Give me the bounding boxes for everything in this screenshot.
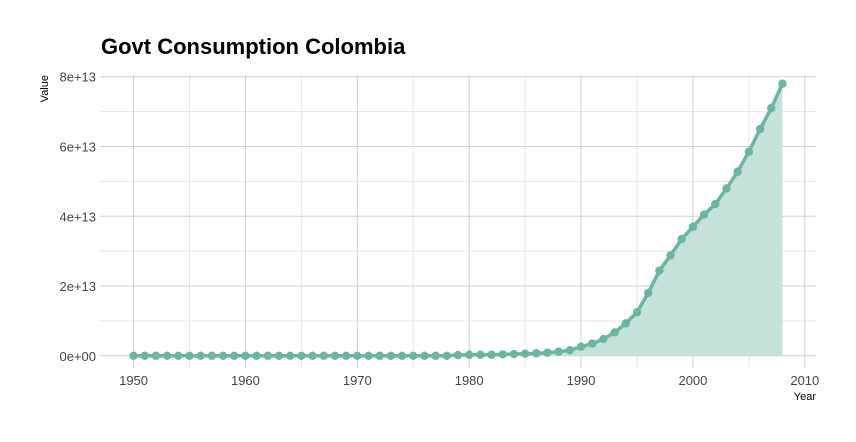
y-tick-label: 0e+00 bbox=[59, 349, 96, 364]
data-point bbox=[207, 351, 217, 360]
data-point bbox=[767, 103, 776, 113]
data-point bbox=[185, 351, 194, 360]
data-point bbox=[722, 184, 731, 193]
data-point bbox=[252, 351, 261, 360]
x-tick-label: 2010 bbox=[790, 373, 819, 388]
data-point bbox=[151, 351, 161, 360]
data-point bbox=[677, 234, 686, 244]
y-axis-ticks: 0e+00 2e+13 4e+13 6e+13 8e+13 bbox=[59, 70, 96, 364]
y-axis-title: Value bbox=[39, 75, 51, 102]
data-point bbox=[330, 351, 340, 360]
data-point bbox=[218, 351, 228, 360]
x-tick-label: 1950 bbox=[119, 373, 148, 388]
data-point bbox=[409, 351, 418, 360]
data-point bbox=[397, 351, 407, 360]
data-point bbox=[476, 350, 485, 359]
x-tick-label: 1990 bbox=[567, 373, 596, 388]
x-tick-label: 2000 bbox=[678, 373, 707, 388]
data-point bbox=[688, 222, 698, 231]
data-point bbox=[621, 319, 631, 328]
data-point bbox=[297, 351, 306, 360]
data-point bbox=[632, 307, 642, 317]
y-tick-label: 8e+13 bbox=[59, 70, 96, 85]
data-point bbox=[778, 79, 787, 88]
x-axis-ticks: 1950 1960 1970 1980 1990 2000 2010 bbox=[119, 373, 819, 388]
data-point bbox=[263, 351, 273, 360]
data-point bbox=[610, 328, 619, 337]
data-point bbox=[565, 346, 575, 355]
data-point bbox=[487, 350, 496, 359]
data-point bbox=[140, 351, 149, 360]
x-tick-label: 1970 bbox=[343, 373, 372, 388]
x-tick-label: 1980 bbox=[455, 373, 484, 388]
data-point bbox=[643, 288, 653, 298]
data-point bbox=[274, 351, 284, 360]
data-point bbox=[241, 351, 250, 360]
data-point bbox=[319, 351, 328, 360]
data-point bbox=[520, 349, 530, 358]
data-point bbox=[588, 339, 597, 348]
data-point bbox=[755, 124, 765, 134]
data-point bbox=[341, 351, 351, 360]
data-point bbox=[353, 351, 362, 360]
data-point bbox=[285, 351, 295, 360]
y-tick-label: 4e+13 bbox=[59, 209, 96, 224]
data-point bbox=[420, 351, 429, 360]
data-point bbox=[554, 347, 563, 356]
data-point bbox=[666, 251, 675, 260]
chart-title: Govt Consumption Colombia bbox=[101, 34, 406, 59]
data-point bbox=[498, 350, 507, 359]
data-point bbox=[733, 167, 742, 176]
data-point bbox=[453, 350, 463, 360]
data-point bbox=[532, 349, 541, 358]
x-tick-label: 1960 bbox=[231, 373, 260, 388]
data-point bbox=[711, 199, 720, 209]
data-point bbox=[744, 147, 754, 156]
data-point bbox=[129, 351, 138, 360]
area-fill bbox=[133, 83, 783, 356]
data-point bbox=[230, 351, 239, 360]
data-point bbox=[576, 342, 586, 351]
x-axis-title: Year bbox=[794, 391, 817, 403]
data-point bbox=[375, 351, 384, 360]
data-point bbox=[442, 351, 452, 360]
data-point bbox=[464, 350, 474, 359]
data-point bbox=[543, 348, 552, 357]
data-point bbox=[509, 349, 519, 359]
data-point bbox=[431, 351, 440, 360]
data-point bbox=[599, 334, 608, 344]
data-point bbox=[308, 351, 317, 360]
data-point bbox=[699, 210, 709, 219]
data-point bbox=[386, 351, 396, 360]
points-layer bbox=[129, 79, 787, 360]
data-point bbox=[162, 351, 172, 360]
data-point bbox=[196, 351, 205, 360]
data-point bbox=[655, 266, 664, 275]
data-point bbox=[364, 351, 373, 360]
y-tick-label: 2e+13 bbox=[59, 279, 96, 294]
data-point bbox=[174, 351, 183, 360]
y-tick-label: 6e+13 bbox=[59, 140, 96, 155]
